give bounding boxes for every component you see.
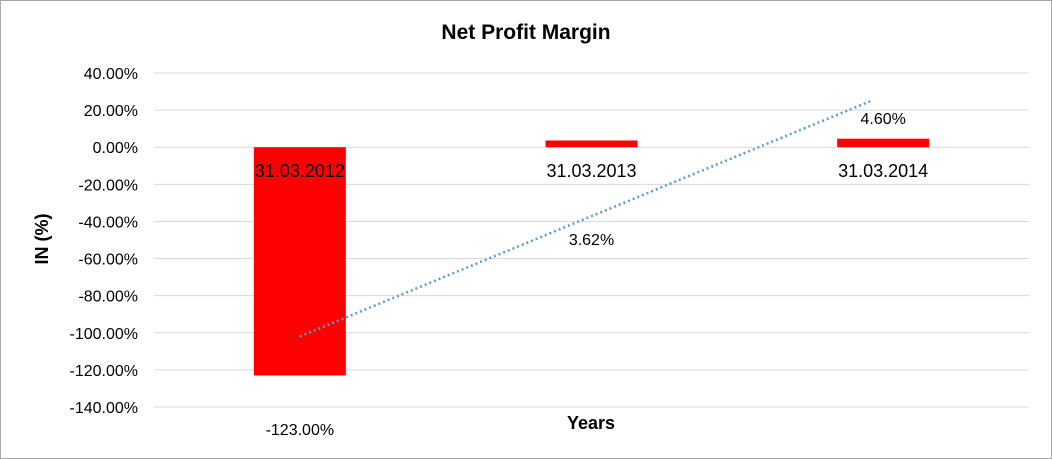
bar xyxy=(837,138,930,148)
y-tick-label: -120.00% xyxy=(70,363,139,380)
bar xyxy=(253,147,346,376)
y-tick-label: 20.00% xyxy=(84,103,138,120)
trendline-group xyxy=(299,99,872,338)
y-tick-label: -40.00% xyxy=(78,214,138,231)
x-axis-title: Years xyxy=(567,413,615,433)
y-axis-ticks: 40.00% 20.00% 0.00% -20.00% -40.00% -60.00% -8… xyxy=(70,66,139,417)
y-axis-title: IN (%) xyxy=(32,214,52,265)
trendline xyxy=(299,99,872,338)
category-label: 31.03.2012 xyxy=(255,161,345,181)
data-label: 4.60% xyxy=(860,111,905,128)
bars xyxy=(253,138,930,376)
data-label: -123.00% xyxy=(266,422,335,439)
data-label: 3.62% xyxy=(569,232,614,249)
category-labels: 31.03.2012 31.03.2013 31.03.2014 xyxy=(255,161,928,181)
y-tick-label: 40.00% xyxy=(84,66,138,83)
y-tick-label: -60.00% xyxy=(78,252,138,269)
chart-title: Net Profit Margin xyxy=(441,21,610,44)
data-labels: -123.00% 3.62% 4.60% xyxy=(266,111,906,439)
bar xyxy=(545,140,638,148)
y-tick-label: -140.00% xyxy=(70,400,139,417)
category-label: 31.03.2013 xyxy=(546,161,636,181)
y-tick-label: -80.00% xyxy=(78,289,138,306)
category-label: 31.03.2014 xyxy=(838,161,928,181)
y-tick-label: -100.00% xyxy=(70,326,139,343)
y-tick-label: 0.00% xyxy=(93,140,138,157)
y-tick-label: -20.00% xyxy=(78,177,138,194)
